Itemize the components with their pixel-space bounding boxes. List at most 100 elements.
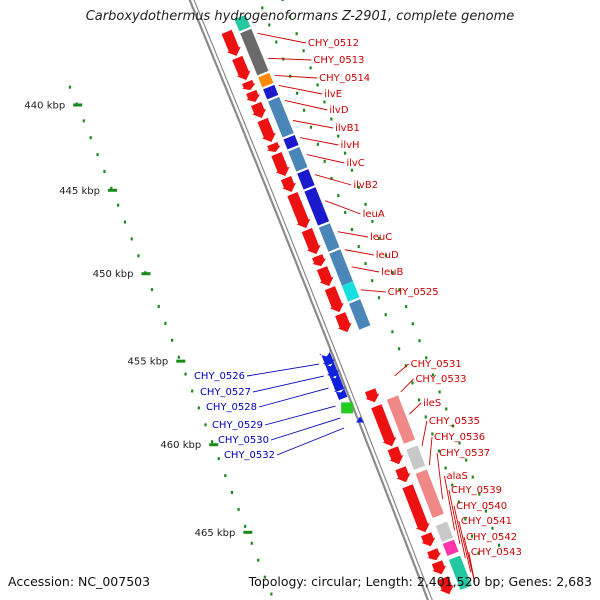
- grid-dot: [275, 40, 278, 44]
- label-leader-line: [299, 137, 339, 146]
- grid-dot: [425, 356, 428, 360]
- scale-tick-mark: [209, 443, 219, 447]
- label-leader-line: [257, 32, 307, 44]
- grid-dot: [391, 330, 394, 334]
- gene-label-forward: CHY_0543: [471, 547, 522, 558]
- label-leader-line: [274, 74, 318, 79]
- gene-arrow: [356, 416, 365, 423]
- gene-arrow: [257, 117, 276, 142]
- gene-block: [341, 402, 354, 414]
- label-leader-line: [276, 427, 345, 456]
- gene-label-forward: leuA: [363, 209, 385, 220]
- cog-block: [240, 28, 269, 76]
- grid-dot: [344, 211, 347, 215]
- cog-category-blocks: [234, 14, 472, 590]
- grid-dot: [302, 49, 305, 53]
- gene-label-forward: CHY_0513: [313, 55, 364, 66]
- gene-labels: CHY_0512 CHY_0513 CHY_0514 ilvE ilvD ilvB1 ilv…: [194, 32, 522, 583]
- grid-dot: [302, 108, 306, 112]
- grid-dot: [89, 136, 92, 140]
- cog-block: [258, 72, 274, 88]
- gene-arrow: [267, 142, 281, 152]
- gene-arrow: [251, 101, 267, 118]
- grid-dot: [237, 507, 240, 511]
- label-leader-line: [360, 289, 386, 293]
- grid-dot: [411, 322, 414, 326]
- grid-dot: [477, 551, 480, 555]
- label-leader-line: [428, 436, 433, 466]
- gene-arrow: [221, 29, 241, 56]
- grid-dot: [323, 100, 326, 104]
- scale-tick-label: 465 kbp: [195, 528, 236, 539]
- grid-dot: [309, 125, 313, 129]
- scale-tick-label: 445 kbp: [59, 186, 100, 197]
- label-leader-line: [468, 551, 476, 583]
- grid-dot: [418, 339, 421, 343]
- gene-arrow: [387, 446, 404, 465]
- label-leader-line: [264, 405, 336, 426]
- grid-dot: [418, 398, 421, 402]
- gene-arrow: [402, 484, 430, 533]
- gene-features: [221, 29, 454, 595]
- grid-dot: [230, 490, 234, 494]
- gene-arrow: [322, 359, 339, 378]
- cog-block: [415, 469, 444, 518]
- grid-dot: [397, 347, 401, 351]
- grid-dot: [177, 355, 180, 359]
- grid-dot: [445, 407, 448, 411]
- grid-dot: [484, 509, 488, 513]
- label-leader-line: [337, 231, 369, 238]
- scale-tick-mark: [243, 530, 253, 534]
- cog-block: [386, 395, 416, 444]
- genome-summary-text: Topology: circular; Length: 2,401,520 bp…: [248, 574, 592, 589]
- label-leader-line: [270, 417, 341, 441]
- grid-dot: [444, 466, 447, 470]
- grid-dot: [464, 517, 467, 521]
- grid-dot: [451, 424, 454, 428]
- scale-tick-label: 440 kbp: [24, 100, 65, 111]
- grid-dot: [296, 91, 299, 95]
- gene-label-reverse: CHY_0528: [206, 402, 257, 413]
- gene-arrow: [431, 560, 447, 575]
- backbone-line: [193, 0, 433, 600]
- grid-dot: [211, 440, 214, 444]
- grid-dot: [424, 415, 427, 419]
- cog-block: [304, 187, 330, 226]
- gene-arrow: [232, 55, 251, 80]
- grid-dot: [103, 169, 106, 173]
- cog-block: [268, 96, 294, 138]
- grid-dot: [164, 321, 167, 325]
- grid-dot: [384, 254, 388, 258]
- gene-label-forward: leuD: [376, 250, 399, 261]
- cog-block: [349, 299, 371, 330]
- grid-dot: [197, 406, 200, 410]
- grid-dot: [123, 220, 126, 224]
- grid-dot-lines: [68, 0, 501, 596]
- gene-label-forward: CHY_0536: [434, 432, 485, 443]
- grid-dot: [364, 202, 367, 206]
- gene-label-forward: CHY_0514: [319, 73, 370, 84]
- grid-dot: [350, 168, 354, 172]
- grid-dot: [137, 254, 140, 258]
- grid-dot: [457, 500, 460, 504]
- grid-dot: [411, 381, 414, 385]
- label-leader-line: [344, 249, 374, 256]
- gene-label-forward: ilvH: [341, 140, 360, 151]
- gene-label-forward: ileS: [423, 398, 441, 409]
- label-leader-line: [325, 200, 361, 215]
- grid-dot: [110, 186, 113, 190]
- grid-dot: [371, 219, 374, 223]
- label-leader-line: [267, 57, 312, 61]
- grid-dot: [478, 492, 481, 496]
- grid-dot: [471, 475, 474, 479]
- gene-label-reverse: CHY_0526: [194, 371, 245, 382]
- gene-label-forward: ilvB1: [335, 123, 360, 134]
- map-title: Carboxydothermus hydrogenoformans Z-2901…: [85, 9, 515, 24]
- gene-arrow: [327, 370, 345, 392]
- grid-dot: [184, 372, 187, 376]
- grid-dot: [96, 153, 99, 157]
- scale-ticks: 440 kbp 445 kbp 450 kbp 455 kbp 460 kbp 465 k…: [24, 100, 253, 539]
- gene-label-forward: ilvE: [324, 89, 342, 100]
- gene-label-forward: leuB: [381, 267, 403, 278]
